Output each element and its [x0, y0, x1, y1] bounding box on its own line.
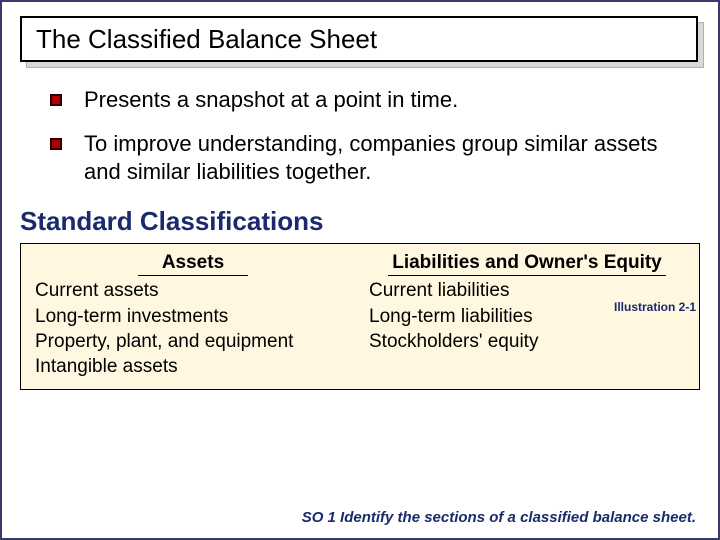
table-column-assets: Assets Current assets Long-term investme… — [35, 252, 351, 378]
slide-title: The Classified Balance Sheet — [36, 24, 377, 55]
title-container: The Classified Balance Sheet — [20, 16, 700, 64]
column-items: Current assets Long-term investments Pro… — [35, 278, 351, 378]
table-cell: Stockholders' equity — [369, 329, 685, 354]
list-item: Presents a snapshot at a point in time. — [50, 86, 698, 114]
footer-learning-objective: SO 1 Identify the sections of a classifi… — [302, 509, 696, 526]
list-item: To improve understanding, companies grou… — [50, 130, 698, 186]
classification-table: Assets Current assets Long-term investme… — [20, 243, 700, 389]
slide-frame: The Classified Balance Sheet Presents a … — [0, 0, 720, 540]
table-column-liabilities: Liabilities and Owner's Equity Current l… — [369, 252, 685, 378]
table-cell: Current assets — [35, 278, 351, 303]
table-cell: Intangible assets — [35, 354, 351, 379]
bullet-text: Presents a snapshot at a point in time. — [84, 86, 458, 114]
section-subheading: Standard Classifications — [20, 206, 700, 237]
table-cell: Long-term investments — [35, 304, 351, 329]
table-cell: Property, plant, and equipment — [35, 329, 351, 354]
illustration-caption: Illustration 2-1 — [614, 300, 696, 314]
square-bullet-icon — [50, 94, 62, 106]
column-header-wrap: Liabilities and Owner's Equity — [369, 252, 685, 276]
column-items: Current liabilities Long-term liabilitie… — [369, 278, 685, 353]
column-header: Assets — [138, 252, 248, 276]
column-header: Liabilities and Owner's Equity — [388, 252, 666, 276]
column-header-wrap: Assets — [35, 252, 351, 276]
title-box: The Classified Balance Sheet — [20, 16, 698, 62]
square-bullet-icon — [50, 138, 62, 150]
bullet-list: Presents a snapshot at a point in time. … — [50, 86, 698, 186]
bullet-text: To improve understanding, companies grou… — [84, 130, 698, 186]
